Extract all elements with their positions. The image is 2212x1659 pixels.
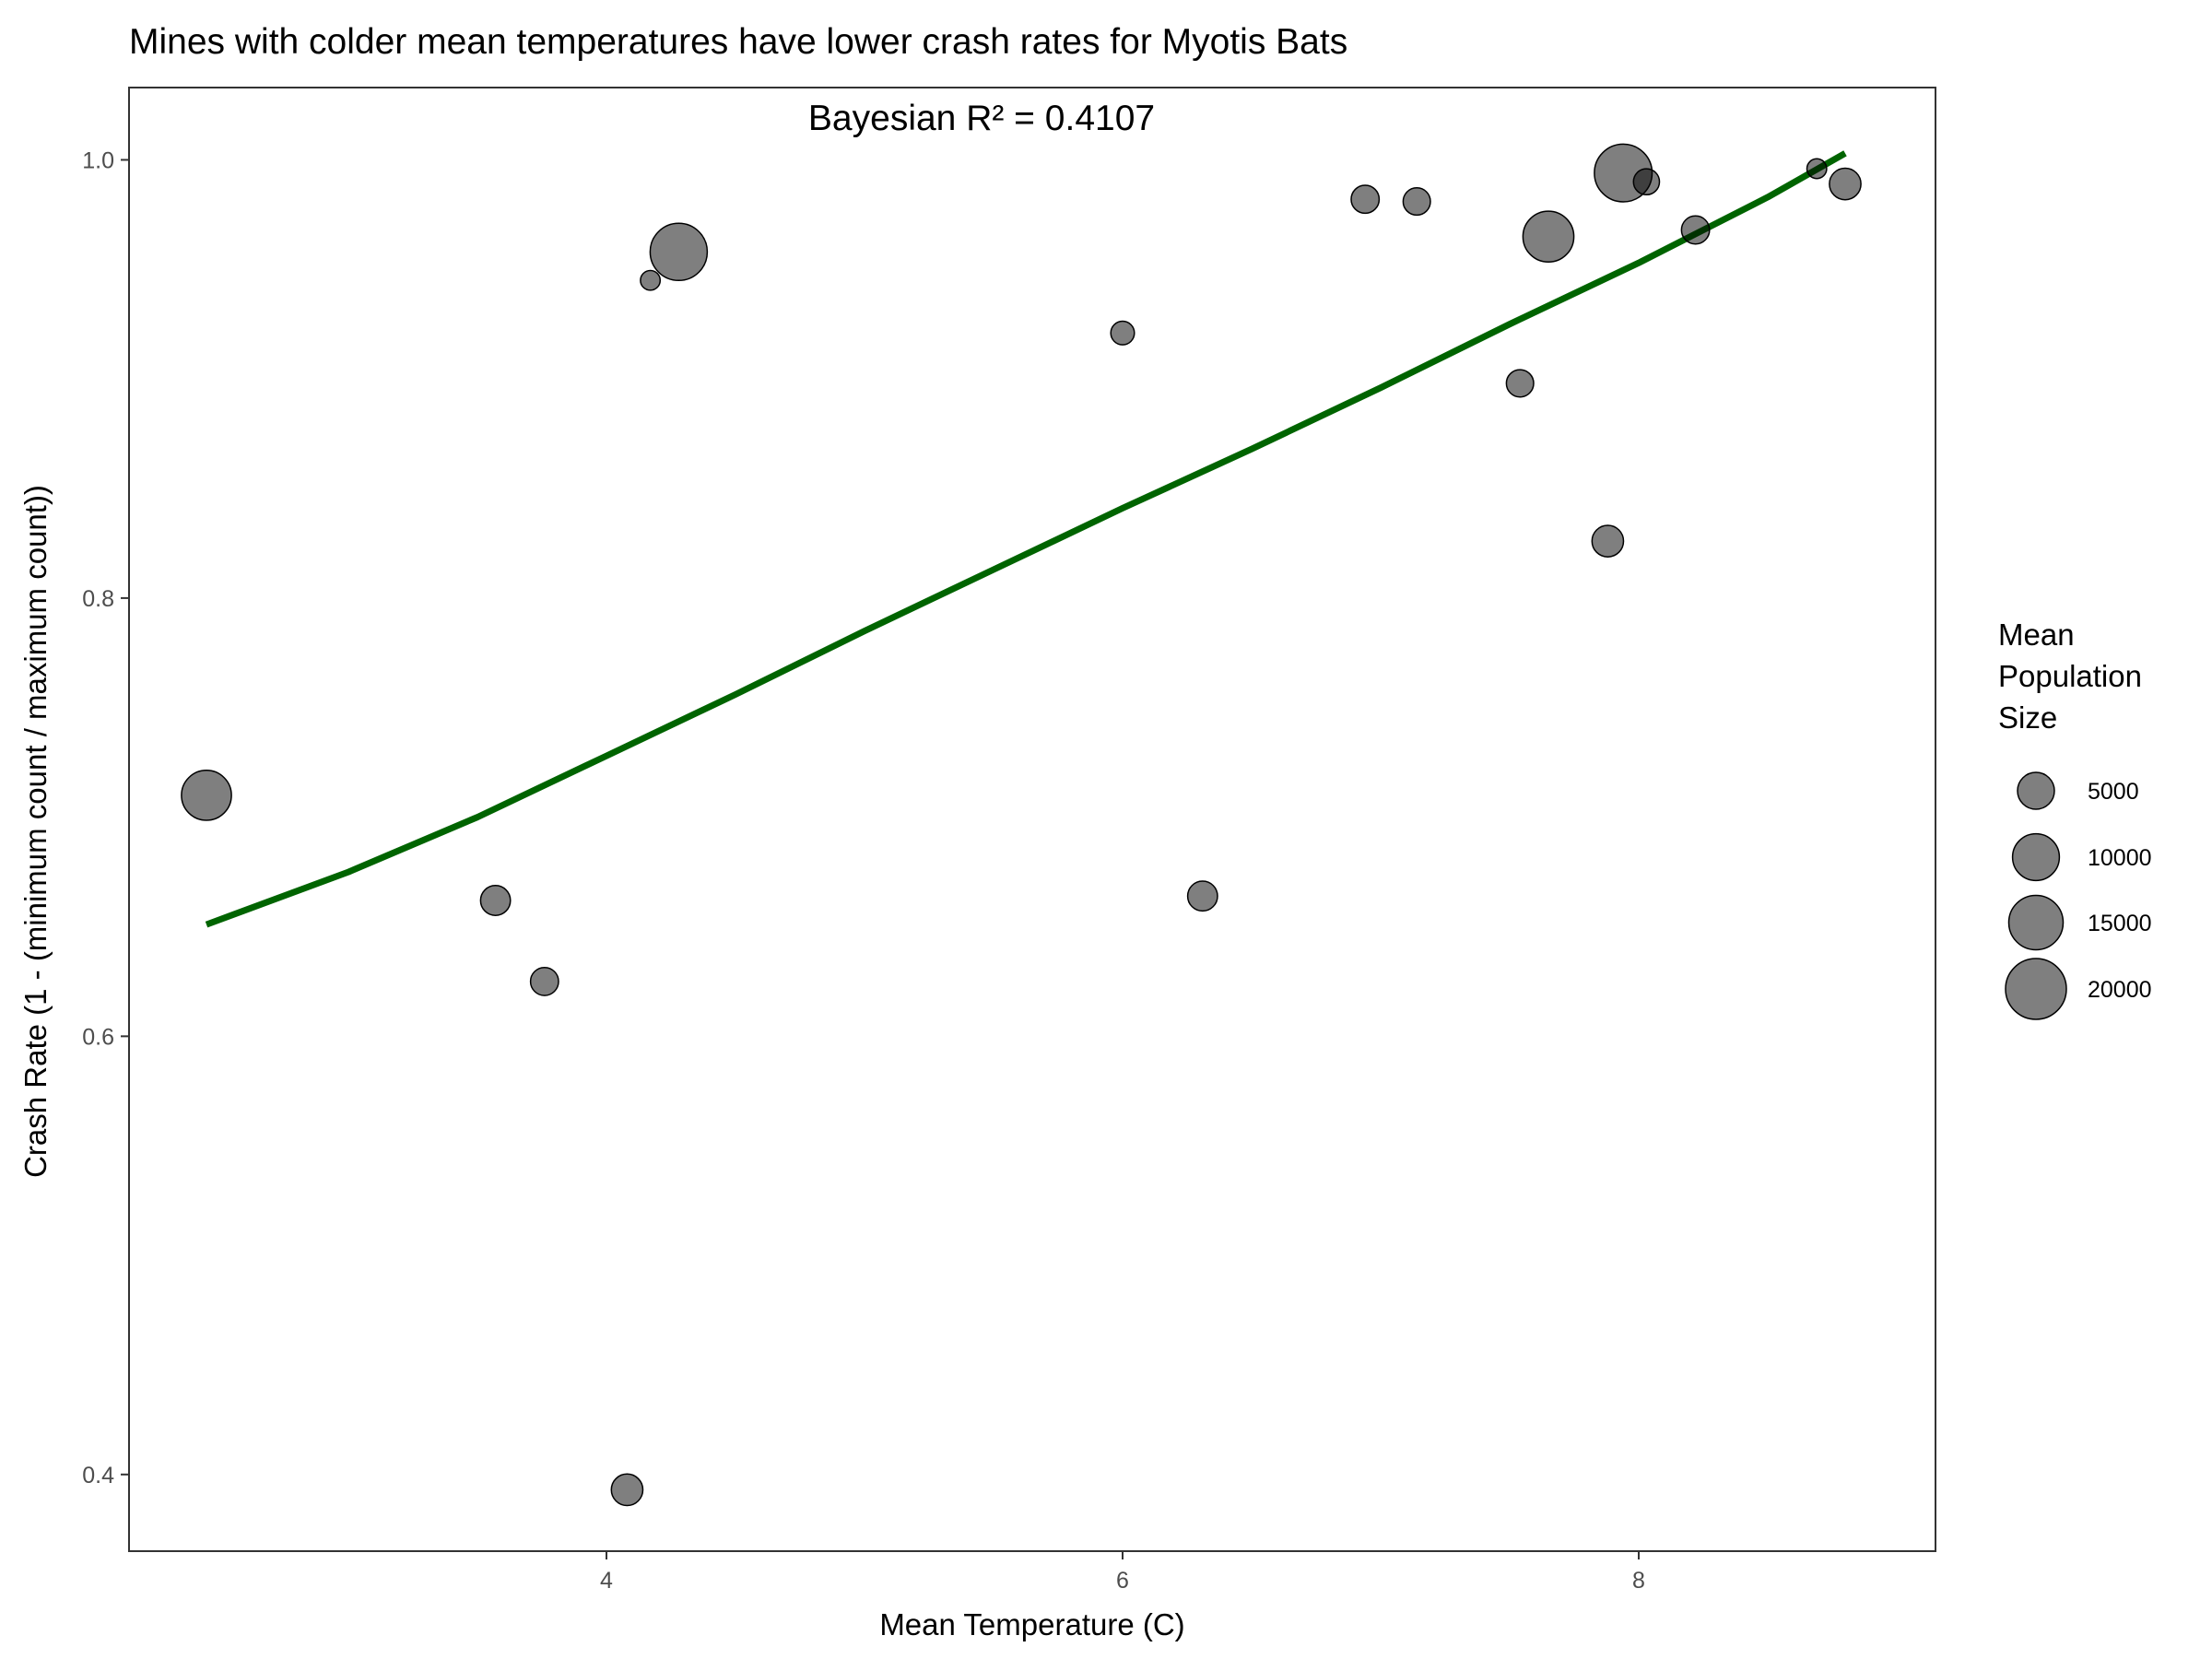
y-tick-label: 1.0	[82, 147, 114, 173]
legend-entry-label: 15000	[2088, 911, 2152, 936]
data-point	[1350, 184, 1381, 215]
fit-line	[205, 150, 1847, 928]
data-point	[1402, 187, 1431, 217]
legend-entry-label: 5000	[2088, 779, 2139, 805]
legend-key-circle	[2005, 958, 2067, 1020]
x-tick-label: 6	[1116, 1568, 1129, 1594]
data-point	[1829, 167, 1862, 201]
data-point	[1680, 215, 1711, 245]
chart-title: Mines with colder mean temperatures have…	[129, 22, 1347, 62]
x-tick-label: 4	[600, 1568, 613, 1594]
x-axis-title: Mean Temperature (C)	[879, 1607, 1184, 1641]
x-axis: 4 6 8	[600, 1551, 1645, 1594]
y-axis-title: Crash Rate (1 - (minimum count / maximum…	[18, 485, 53, 1178]
r-squared-annotation: Bayesian R² = 0.4107	[808, 99, 1155, 138]
legend-key-circle	[2017, 771, 2055, 810]
data-point	[1505, 369, 1535, 398]
data-point	[479, 885, 512, 916]
fit-line-layer	[205, 150, 1847, 928]
legend-entry-label: 10000	[2088, 845, 2152, 871]
data-point	[529, 966, 559, 996]
legend-entry-label: 20000	[2088, 977, 2152, 1003]
x-tick-label: 8	[1632, 1568, 1645, 1594]
y-tick-label: 0.4	[82, 1463, 114, 1488]
data-point	[181, 770, 232, 821]
plot-area	[128, 87, 1936, 1552]
legend-title-line: Size	[1998, 700, 2057, 735]
panel-border	[128, 87, 1936, 1552]
y-axis: 0.4 0.6 0.8 1.0	[82, 147, 129, 1488]
legend-key-circle	[2011, 832, 2061, 882]
data-point	[1186, 880, 1218, 912]
y-tick-label: 0.8	[82, 586, 114, 612]
points-layer	[181, 143, 1862, 1507]
data-point	[1632, 168, 1661, 196]
legend-title-line: Population	[1998, 659, 2142, 693]
size-legend: Mean Population Size 5000 10000 15000 20000	[1998, 618, 2152, 1020]
data-point	[1522, 210, 1575, 264]
legend-key-circle	[2007, 894, 2065, 951]
data-point	[610, 1473, 644, 1507]
legend-title-line: Mean	[1998, 618, 2075, 652]
data-point	[1806, 158, 1828, 180]
data-point	[649, 222, 709, 282]
y-tick-label: 0.6	[82, 1024, 114, 1050]
data-point	[1591, 524, 1625, 558]
data-point	[640, 269, 662, 291]
data-point	[1110, 320, 1135, 346]
